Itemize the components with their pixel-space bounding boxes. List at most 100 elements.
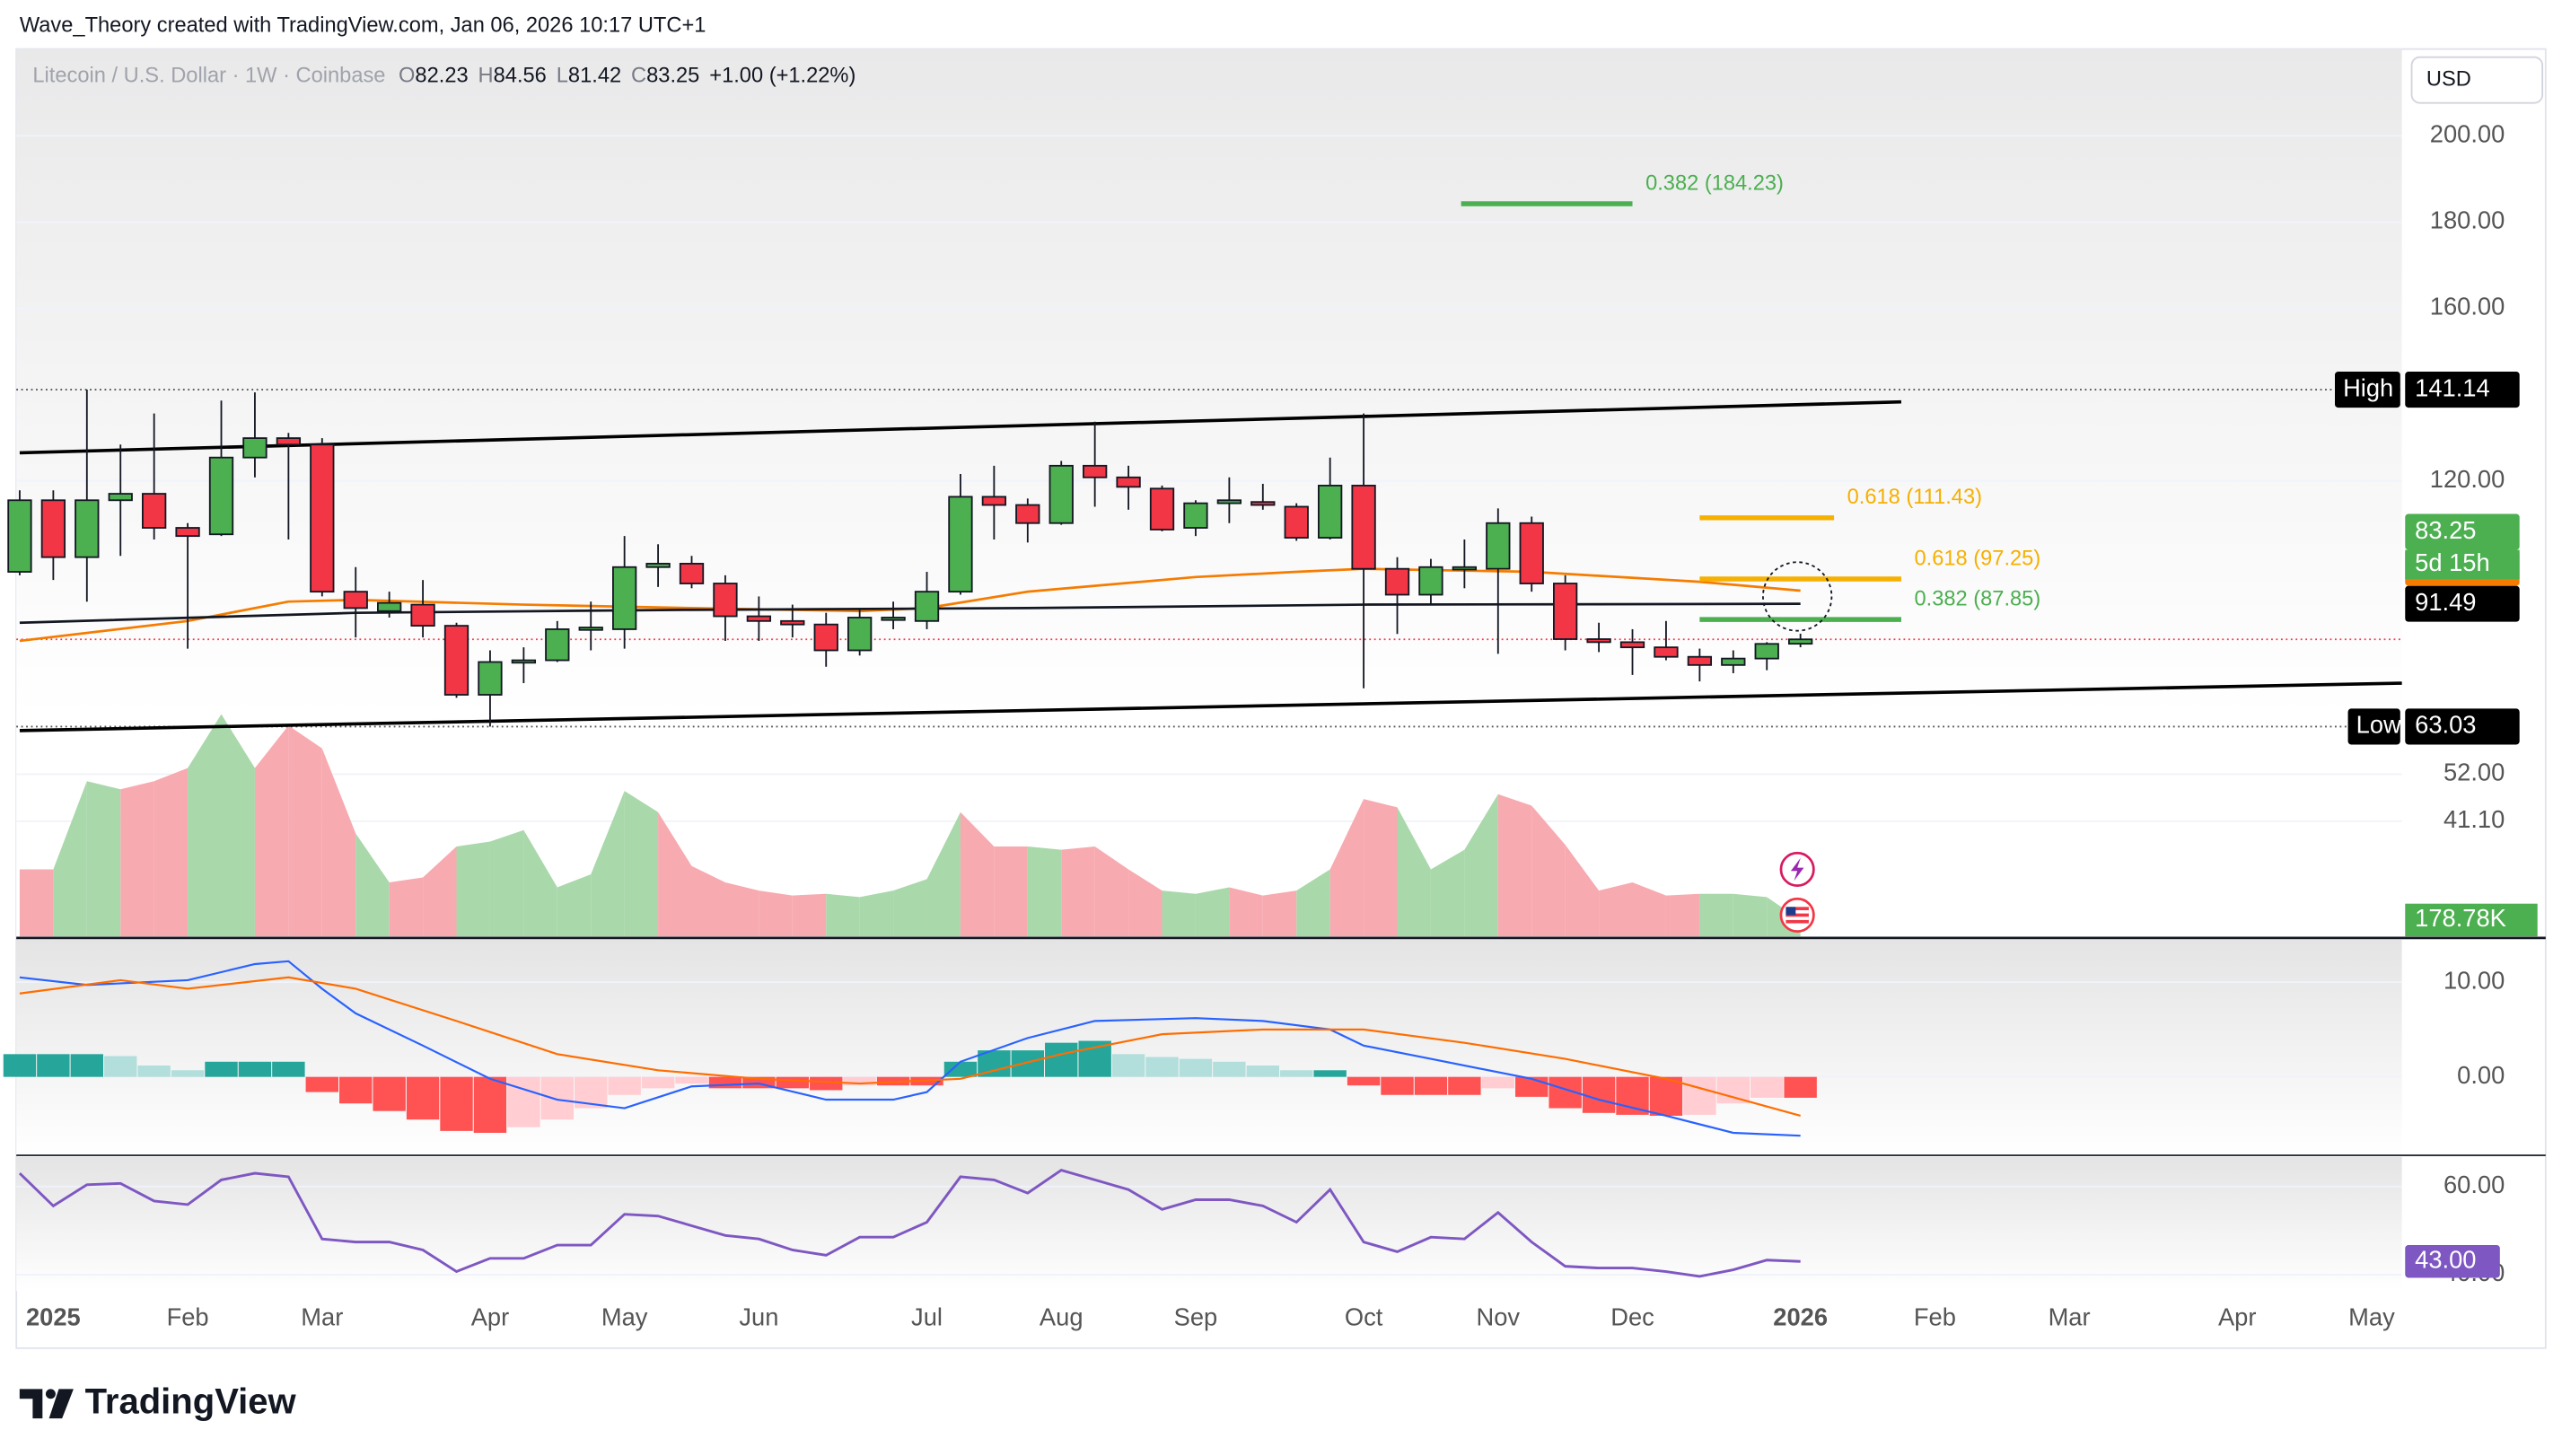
y-tick-label: 0.00 bbox=[2457, 1061, 2505, 1089]
volume-area bbox=[1329, 799, 1364, 937]
x-tick-label: Oct bbox=[1345, 1303, 1383, 1330]
macd-histogram-bar bbox=[1448, 1076, 1481, 1095]
macd-histogram-bar bbox=[171, 1070, 205, 1077]
macd-histogram-bar bbox=[1213, 1061, 1246, 1077]
candle-body bbox=[377, 601, 402, 612]
volume-area bbox=[724, 882, 759, 937]
volume-area bbox=[53, 781, 87, 937]
x-tick-label: Dec bbox=[1610, 1303, 1654, 1330]
candle-body bbox=[813, 623, 838, 652]
macd-histogram-bar bbox=[943, 1061, 978, 1077]
candle-body bbox=[948, 496, 973, 593]
candle-body bbox=[746, 615, 772, 622]
volume-area bbox=[1162, 890, 1196, 937]
macd-histogram-bar bbox=[238, 1061, 272, 1077]
volume-tag-label: 178.78K bbox=[2415, 904, 2506, 932]
price-tag-sub: 5d 15h bbox=[2415, 548, 2489, 576]
candle-body bbox=[175, 527, 200, 538]
volume-area bbox=[523, 829, 557, 937]
volume-area bbox=[658, 811, 692, 937]
macd-histogram-bar bbox=[675, 1076, 708, 1084]
legend: Litecoin / U.S. Dollar · 1W · Coinbase O8… bbox=[32, 65, 855, 88]
macd-histogram-bar bbox=[1246, 1066, 1280, 1077]
price-pane-bg bbox=[16, 48, 2402, 938]
volume-area bbox=[792, 893, 827, 937]
rsi-pane-bg bbox=[16, 1156, 2402, 1292]
candle-body bbox=[1183, 502, 1208, 529]
macd-histogram-bar bbox=[373, 1076, 406, 1111]
price-tag-label: 63.03 bbox=[2415, 711, 2476, 739]
x-tick-label: Feb bbox=[167, 1303, 209, 1330]
currency-button[interactable]: USD bbox=[2410, 56, 2544, 104]
candle-body bbox=[1116, 476, 1141, 488]
volume-tag bbox=[2405, 903, 2538, 937]
legend-value: 82.23 bbox=[415, 65, 468, 88]
annotation-circle bbox=[1762, 561, 1833, 632]
macd-histogram-bar bbox=[305, 1076, 339, 1092]
x-tick-label: 2026 bbox=[1773, 1303, 1828, 1330]
macd-histogram-bar bbox=[272, 1061, 305, 1077]
y-tick-label: 200.00 bbox=[2430, 119, 2505, 147]
candle-body bbox=[1553, 583, 1578, 640]
legend-key: H bbox=[478, 65, 494, 88]
event-icon[interactable] bbox=[1779, 851, 1815, 888]
macd-histogram-bar bbox=[1347, 1076, 1381, 1086]
candle-body bbox=[1048, 464, 1074, 524]
candle-body bbox=[511, 659, 537, 664]
x-tick-label: Mar bbox=[2049, 1303, 2091, 1330]
candle-body bbox=[276, 437, 302, 446]
candle-body bbox=[1687, 655, 1713, 666]
volume-area bbox=[893, 879, 927, 937]
macd-histogram-bar bbox=[1280, 1070, 1313, 1077]
candle-body bbox=[847, 617, 873, 652]
macd-histogram-bar bbox=[3, 1054, 37, 1077]
volume-area bbox=[826, 893, 860, 937]
price-tag-label: 91.49 bbox=[2415, 588, 2476, 616]
volume-area bbox=[120, 781, 154, 937]
macd-histogram-bar bbox=[1750, 1076, 1784, 1098]
candle-body bbox=[1149, 487, 1175, 531]
candle-body bbox=[713, 583, 738, 618]
candle-body bbox=[1452, 566, 1478, 571]
fib-label: 0.382 (184.23) bbox=[1645, 171, 1784, 195]
fib-label: 0.618 (111.43) bbox=[1847, 486, 1982, 509]
y-tick-label: 180.00 bbox=[2430, 206, 2505, 234]
candle-body bbox=[1083, 464, 1108, 478]
volume-area bbox=[288, 725, 322, 937]
event-icon[interactable] bbox=[1779, 897, 1815, 934]
currency-label[interactable]: USD bbox=[2426, 67, 2471, 91]
macd-histogram-bar bbox=[1414, 1076, 1448, 1095]
brand-logo: TradingView bbox=[19, 1381, 297, 1421]
price-tag-name: Low bbox=[2356, 711, 2401, 739]
fib-label: 0.382 (87.85) bbox=[1915, 588, 2041, 611]
macd-histogram-bar bbox=[1784, 1076, 1817, 1098]
candle-body bbox=[7, 499, 32, 573]
price-tag-name: High bbox=[2343, 373, 2393, 401]
volume-area bbox=[859, 890, 894, 937]
candle-body bbox=[1418, 566, 1443, 596]
candle-body bbox=[545, 628, 570, 662]
candle-body bbox=[1486, 522, 1511, 570]
volume-area bbox=[1364, 799, 1398, 937]
candle-body bbox=[1384, 567, 1410, 596]
candle-body bbox=[1351, 485, 1376, 570]
macd-histogram-bar bbox=[641, 1076, 675, 1089]
volume-area bbox=[1632, 882, 1666, 937]
x-tick-label: Jul bbox=[911, 1303, 943, 1330]
candle-body bbox=[981, 496, 1007, 506]
candle-body bbox=[310, 443, 335, 593]
candle-body bbox=[578, 627, 603, 631]
candle-body bbox=[881, 617, 906, 621]
price-tag-label: 141.14 bbox=[2415, 373, 2489, 401]
candle-body bbox=[1586, 638, 1611, 644]
volume-area bbox=[188, 714, 222, 937]
x-tick-label: May bbox=[601, 1303, 648, 1330]
volume-area bbox=[1599, 882, 1633, 937]
brand-name: TradingView bbox=[85, 1381, 297, 1421]
y-tick-label: 120.00 bbox=[2430, 465, 2505, 493]
macd-histogram-bar bbox=[1313, 1070, 1347, 1077]
volume-area bbox=[624, 791, 659, 937]
volume-area bbox=[154, 767, 189, 937]
volume-area bbox=[221, 714, 255, 937]
candle-body bbox=[208, 456, 234, 536]
